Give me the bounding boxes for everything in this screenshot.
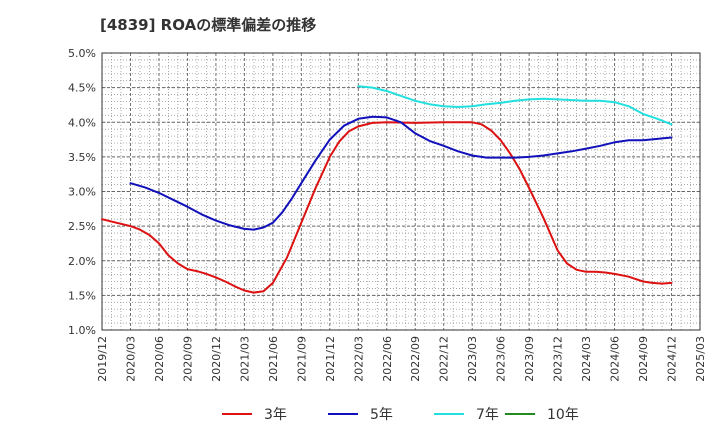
x-tick-label: 2023/03 — [466, 336, 479, 382]
x-tick-label: 2023/12 — [552, 336, 565, 382]
y-tick-label: 2.0% — [68, 255, 96, 268]
series-line-2 — [129, 115, 673, 231]
x-tick-label: 2023/06 — [495, 336, 508, 382]
plot-area — [102, 53, 700, 330]
y-tick-label: 1.0% — [68, 324, 96, 337]
x-tick-label: 2022/12 — [438, 336, 451, 382]
x-tick-label: 2021/09 — [295, 336, 308, 382]
x-tick-label: 2024/12 — [666, 336, 679, 382]
y-tick-label: 4.5% — [68, 82, 96, 95]
x-tick-label: 2025/03 — [694, 336, 707, 382]
x-tick-label: 2021/06 — [267, 336, 280, 382]
y-tick-label: 5.0% — [68, 47, 96, 60]
x-tick-label: 2024/06 — [609, 336, 622, 382]
y-tick-label: 3.5% — [68, 151, 96, 164]
y-tick-label: 3.0% — [68, 186, 96, 199]
series-line-1 — [101, 121, 673, 294]
legend-label: 5年 — [370, 407, 393, 423]
x-tick-label: 2024/03 — [580, 336, 593, 382]
x-tick-label: 2022/06 — [381, 336, 394, 382]
y-tick-label: 4.0% — [68, 116, 96, 129]
plot-frame — [101, 52, 701, 331]
chart-title: [4839] ROAの標準偏差の推移 — [100, 16, 317, 34]
x-tick-label: 2020/09 — [181, 336, 194, 382]
x-tick-label: 2019/12 — [96, 336, 109, 382]
x-tick-label: 2020/06 — [153, 336, 166, 382]
x-tick-label: 2022/03 — [352, 336, 365, 382]
x-tick-label: 2021/12 — [324, 336, 337, 382]
legend-label: 3年 — [264, 407, 287, 423]
x-tick-label: 2020/03 — [124, 336, 137, 382]
x-tick-label: 2024/09 — [637, 336, 650, 382]
y-tick-label: 2.5% — [68, 220, 96, 233]
legend-label: 7年 — [476, 407, 499, 423]
legend-label: 10年 — [547, 407, 579, 423]
x-tick-label: 2021/03 — [238, 336, 251, 382]
y-tick-label: 1.5% — [68, 289, 96, 302]
x-tick-label: 2023/09 — [523, 336, 536, 382]
x-tick-label: 2022/09 — [409, 336, 422, 382]
x-tick-label: 2020/12 — [210, 336, 223, 382]
series-line-3 — [357, 85, 673, 126]
